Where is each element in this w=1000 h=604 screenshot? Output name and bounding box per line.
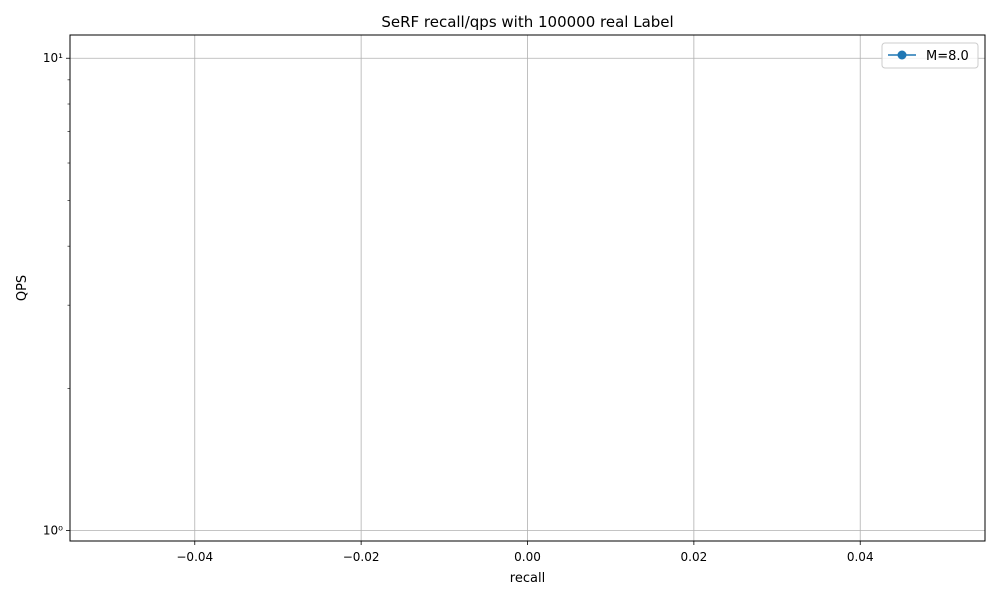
legend: M=8.0 xyxy=(881,42,979,69)
x-tick-label: −0.02 xyxy=(343,550,380,564)
x-axis-label: recall xyxy=(510,571,545,586)
y-tick-label: 10⁰ xyxy=(43,523,63,537)
y-axis-ticks: 10⁰ 10¹ xyxy=(43,51,70,537)
y-axis-label: QPS xyxy=(15,275,30,301)
y-tick-label: 10¹ xyxy=(43,51,63,65)
grid-lines xyxy=(70,35,985,541)
x-tick-label: 0.02 xyxy=(681,550,708,564)
legend-marker-circle xyxy=(897,50,907,60)
legend-label-m8: M=8.0 xyxy=(926,49,969,64)
x-tick-label: −0.04 xyxy=(176,550,213,564)
x-tick-label: 0.04 xyxy=(847,550,874,564)
x-axis-ticks: −0.04 −0.02 0.00 0.02 0.04 xyxy=(176,541,874,564)
x-tick-label: 0.00 xyxy=(514,550,541,564)
legend-box xyxy=(881,42,979,69)
chart-title: SeRF recall/qps with 100000 real Label xyxy=(381,13,673,31)
